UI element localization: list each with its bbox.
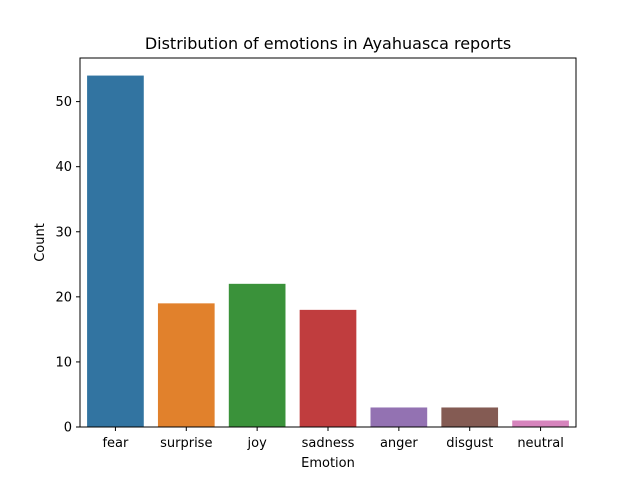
plot-frame <box>79 57 577 428</box>
bars-group <box>87 75 569 428</box>
y-tick-label-0: 0 <box>64 421 72 436</box>
bar-joy <box>228 283 286 427</box>
x-tick-label-sadness: sadness <box>302 436 355 451</box>
y-tick-label-40: 40 <box>55 160 72 175</box>
bar-anger <box>370 407 428 427</box>
bar-neutral <box>512 420 569 427</box>
y-axis-label: Count <box>33 223 48 262</box>
y-tick-label-50: 50 <box>55 95 72 110</box>
bar-surprise <box>157 303 215 427</box>
x-tick-label-surprise: surprise <box>160 436 212 451</box>
x-tick-label-anger: anger <box>380 436 418 451</box>
x-axis-label: Emotion <box>301 456 355 471</box>
x-tick-label-fear: fear <box>102 436 129 451</box>
x-axis-ticks: fear surprise joy sadness anger disgust neutra… <box>102 427 564 451</box>
x-tick-label-neutral: neutral <box>517 436 564 451</box>
x-tick-label-joy: joy <box>247 436 268 451</box>
bar-sadness <box>299 309 357 427</box>
bar-disgust <box>441 407 499 427</box>
y-tick-label-10: 10 <box>55 355 72 370</box>
chart-title: Distribution of emotions in Ayahuasca re… <box>145 34 511 53</box>
x-tick-label-disgust: disgust <box>446 436 493 451</box>
y-tick-label-30: 30 <box>55 225 72 240</box>
y-tick-label-20: 20 <box>55 290 72 305</box>
bar-fear <box>87 75 144 428</box>
y-axis-ticks: 0 10 20 30 40 50 <box>55 95 80 436</box>
